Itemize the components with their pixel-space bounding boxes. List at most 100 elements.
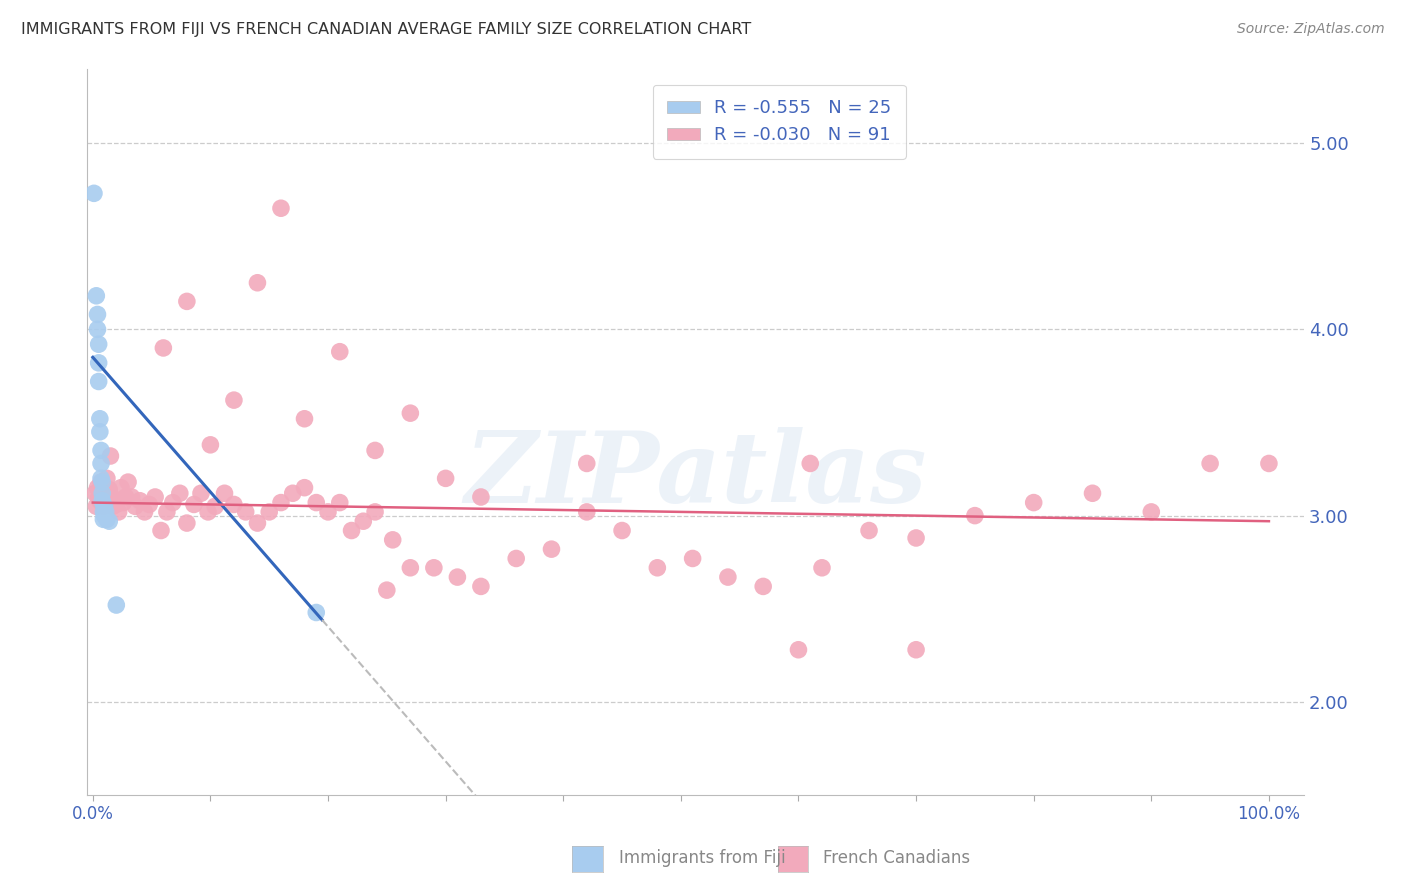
Point <box>100 490 122 504</box>
Point <box>93 500 115 514</box>
Point <box>93 505 115 519</box>
Point <box>162 495 184 509</box>
Point <box>103 493 125 508</box>
Point <box>143 490 166 504</box>
Point <box>305 606 328 620</box>
Point <box>364 505 387 519</box>
Point <box>93 512 115 526</box>
Point <box>138 498 160 512</box>
Point <box>98 483 121 497</box>
Point <box>107 505 129 519</box>
Point <box>364 443 387 458</box>
Point <box>183 498 205 512</box>
Point <box>90 475 112 489</box>
Point <box>200 438 222 452</box>
Point <box>86 307 108 321</box>
Point <box>93 508 115 523</box>
Point <box>214 486 236 500</box>
Point <box>340 524 363 538</box>
Point <box>575 457 598 471</box>
Point <box>124 500 146 514</box>
Point <box>87 337 110 351</box>
Point <box>84 486 107 500</box>
Point <box>90 443 112 458</box>
Point <box>91 493 114 508</box>
Point <box>281 486 304 500</box>
Point <box>83 186 105 201</box>
Point <box>647 561 669 575</box>
Point <box>91 486 114 500</box>
Point <box>87 490 110 504</box>
Point <box>329 344 352 359</box>
Point <box>905 642 928 657</box>
Point <box>89 411 111 425</box>
Point <box>235 505 257 519</box>
Point <box>117 475 139 489</box>
Point <box>204 500 226 514</box>
Point <box>89 425 111 439</box>
Point <box>717 570 740 584</box>
Point <box>121 490 143 504</box>
Point <box>1081 486 1104 500</box>
Point <box>787 642 810 657</box>
Point <box>381 533 404 547</box>
Point <box>270 495 292 509</box>
Point <box>91 490 114 504</box>
Point <box>91 475 114 489</box>
Point <box>540 542 562 557</box>
Point <box>190 486 212 500</box>
Point <box>94 495 117 509</box>
Point <box>90 471 112 485</box>
Point <box>1199 457 1222 471</box>
Point <box>305 495 328 509</box>
Point <box>112 495 135 509</box>
Point <box>610 524 633 538</box>
Point <box>222 498 245 512</box>
Point <box>87 375 110 389</box>
Point <box>316 505 339 519</box>
Point <box>575 505 598 519</box>
Point <box>197 505 219 519</box>
Legend: R = -0.555   N = 25, R = -0.030   N = 91: R = -0.555 N = 25, R = -0.030 N = 91 <box>652 85 905 159</box>
Point <box>294 481 316 495</box>
Point <box>352 514 374 528</box>
Point <box>858 524 880 538</box>
Point <box>257 505 280 519</box>
Point <box>94 505 117 519</box>
Point <box>505 551 527 566</box>
Point <box>423 561 446 575</box>
Point <box>156 505 179 519</box>
Point <box>86 289 108 303</box>
Point <box>963 508 986 523</box>
Point <box>399 561 422 575</box>
Point <box>811 561 834 575</box>
Point <box>222 393 245 408</box>
Point <box>93 500 115 514</box>
Point <box>101 500 124 514</box>
Point <box>96 471 118 485</box>
Text: Source: ZipAtlas.com: Source: ZipAtlas.com <box>1237 22 1385 37</box>
Text: ZIPatlas: ZIPatlas <box>464 427 927 524</box>
Point <box>1140 505 1163 519</box>
Point <box>93 481 115 495</box>
Point <box>470 579 492 593</box>
Point <box>246 516 269 530</box>
Point <box>246 276 269 290</box>
Point <box>128 493 150 508</box>
Point <box>105 598 128 612</box>
Point <box>176 516 198 530</box>
Point <box>799 457 821 471</box>
Point <box>87 356 110 370</box>
Point <box>114 490 136 504</box>
Point <box>97 486 120 500</box>
Point <box>100 449 122 463</box>
Point <box>90 457 112 471</box>
Point <box>270 201 292 215</box>
Point <box>86 322 108 336</box>
Text: Immigrants from Fiji: Immigrants from Fiji <box>619 849 786 867</box>
Point <box>110 481 132 495</box>
Point <box>294 411 316 425</box>
Text: French Canadians: French Canadians <box>823 849 970 867</box>
Point <box>93 498 115 512</box>
Point <box>105 498 128 512</box>
